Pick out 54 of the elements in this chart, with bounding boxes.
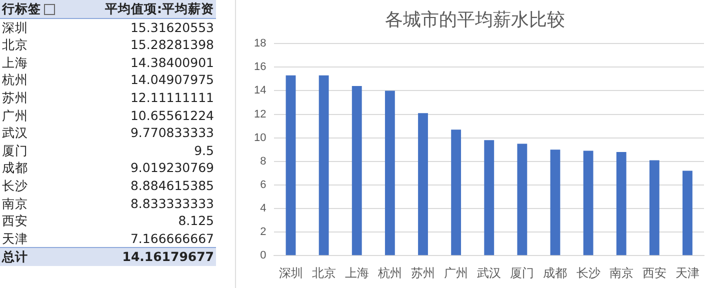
y-tick-label: 2 bbox=[260, 226, 266, 238]
text: 14.16179677 bbox=[74, 248, 216, 266]
text: 15.31620553 bbox=[129, 18, 215, 36]
text: 8.833333333 bbox=[129, 194, 215, 212]
x-tick-label: 西安 bbox=[642, 266, 666, 280]
y-tick-label: 14 bbox=[254, 84, 266, 97]
y-tick-label: 12 bbox=[254, 108, 266, 120]
text: 10.65561224 bbox=[129, 106, 215, 124]
text: 北京 bbox=[1, 36, 29, 54]
x-tick-label: 武汉 bbox=[477, 266, 502, 280]
text: 行标签 bbox=[0, 0, 75, 18]
text: 成都 bbox=[1, 159, 29, 177]
x-tick-label: 上海 bbox=[344, 266, 369, 280]
text: 9.770833333 bbox=[129, 124, 215, 142]
text: 广州 bbox=[1, 106, 29, 124]
x-tick-label: 厦门 bbox=[510, 266, 534, 280]
x-tick-label: 长沙 bbox=[576, 266, 600, 280]
x-tick-label: 北京 bbox=[312, 266, 336, 280]
y-tick-label: 0 bbox=[260, 250, 266, 262]
text: 7.166666667 bbox=[129, 230, 215, 248]
text: 9.019230769 bbox=[129, 159, 215, 177]
text: 深圳 bbox=[1, 18, 29, 36]
text: 总计 bbox=[0, 248, 75, 266]
chart-title: 各城市的平均薪水比较 bbox=[385, 9, 565, 30]
text: 平均值项:平均薪资 bbox=[74, 0, 216, 18]
y-tick-label: 16 bbox=[254, 61, 266, 74]
text: 苏州 bbox=[1, 88, 29, 107]
text: 12.11111111 bbox=[129, 88, 215, 107]
y-tick-label: 10 bbox=[254, 132, 266, 144]
text: 上海 bbox=[1, 54, 29, 72]
text: 西安 bbox=[1, 212, 29, 230]
y-tick-label: 8 bbox=[260, 155, 266, 168]
text: 南京 bbox=[1, 194, 29, 212]
text: 15.28281398 bbox=[129, 36, 215, 54]
x-tick-label: 杭州 bbox=[376, 266, 402, 280]
y-tick-label: 4 bbox=[260, 202, 266, 215]
x-tick-label: 广州 bbox=[444, 266, 468, 280]
y-tick-label: 6 bbox=[260, 178, 266, 191]
text: 14.04907975 bbox=[129, 71, 215, 89]
x-tick-label: 天津 bbox=[675, 266, 700, 280]
x-tick-label: 成都 bbox=[543, 266, 568, 280]
text: 9.5 bbox=[193, 142, 215, 160]
text: 8.125 bbox=[177, 212, 215, 230]
text: 14.38400901 bbox=[129, 54, 215, 72]
text: 天津 bbox=[1, 230, 29, 248]
text: 长沙 bbox=[1, 176, 29, 195]
text: 8.884615385 bbox=[129, 176, 215, 195]
text: 杭州 bbox=[1, 71, 29, 89]
x-tick-label: 南京 bbox=[609, 266, 634, 280]
x-tick-label: 深圳 bbox=[278, 266, 303, 280]
x-tick-label: 苏州 bbox=[411, 266, 435, 280]
text: 武汉 bbox=[1, 124, 29, 142]
y-tick-label: 18 bbox=[254, 38, 266, 50]
text: 厦门 bbox=[1, 142, 29, 160]
